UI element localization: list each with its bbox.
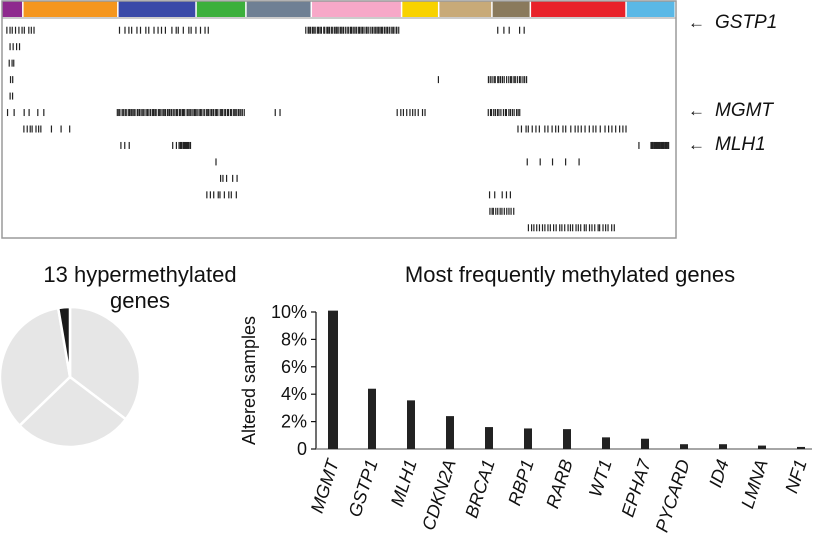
y-tick-label: 10% xyxy=(271,302,307,322)
bar-rbp1 xyxy=(524,428,532,449)
gene-label-mgmt: ← MGMT xyxy=(688,100,774,121)
pie-slice-segment-1 xyxy=(68,305,142,421)
gene-label-gstp1: ← GSTP1 xyxy=(688,12,778,33)
bar-epha7 xyxy=(641,438,649,449)
pie-slice-segment-4 xyxy=(56,305,72,378)
category-label-wt1: WT1 xyxy=(585,457,616,499)
group-color-block xyxy=(246,1,311,17)
group-color-block xyxy=(439,1,492,17)
category-label-mgmt: MGMT xyxy=(307,455,344,515)
heatmap-frame xyxy=(1,0,677,239)
y-tick-label: 8% xyxy=(281,329,307,349)
group-color-block xyxy=(2,1,23,17)
pie-chart xyxy=(0,305,142,449)
group-color-block xyxy=(492,1,530,17)
pie-title: 13 hypermethylated genes xyxy=(43,262,237,313)
bar-lmna xyxy=(758,445,766,449)
group-color-block xyxy=(531,1,626,17)
category-label-lmna: LMNA xyxy=(737,457,771,511)
category-label-epha7: EPHA7 xyxy=(618,456,656,519)
heatmap-row xyxy=(527,224,615,232)
y-tick-label: 6% xyxy=(281,357,307,377)
bar-wt1 xyxy=(602,437,610,449)
bar-cdkn2a xyxy=(446,416,454,449)
group-color-block xyxy=(23,1,118,17)
category-label-cdkn2a: CDKN2A xyxy=(418,457,460,533)
y-axis-label: Altered samples xyxy=(239,316,259,445)
group-color-block xyxy=(402,1,438,17)
category-label-pycard: PYCARD xyxy=(652,457,694,535)
left-arrow-icon: ← xyxy=(688,101,705,120)
bar-pycard xyxy=(680,444,688,449)
bar-brca1 xyxy=(485,427,493,449)
bar-id4 xyxy=(719,444,727,449)
category-label-gstp1: GSTP1 xyxy=(345,457,382,519)
y-tick-label: 0 xyxy=(297,439,307,459)
category-label-rarb: RARB xyxy=(542,457,576,511)
heatmap-row xyxy=(220,174,238,182)
heatmap-row xyxy=(8,59,15,67)
heatmap-row xyxy=(9,76,528,84)
category-label-brca1: BRCA1 xyxy=(461,457,499,520)
bar-nf1 xyxy=(797,446,805,449)
pie-slice-segment-2 xyxy=(17,375,128,449)
heatmap-row xyxy=(215,158,580,166)
methylation-heatmap xyxy=(1,0,677,239)
category-label-nf1: NF1 xyxy=(781,457,811,496)
category-label-rbp1: RBP1 xyxy=(504,457,538,508)
heatmap-row xyxy=(206,191,511,199)
y-tick-label: 4% xyxy=(281,384,307,404)
bar-mgmt xyxy=(328,310,338,449)
group-color-block xyxy=(312,1,401,17)
heatmap-row xyxy=(6,26,525,34)
heatmap-row xyxy=(9,43,21,51)
category-label-mlh1: MLH1 xyxy=(387,457,421,509)
heatmap-row xyxy=(120,141,670,149)
left-arrow-icon: ← xyxy=(688,135,705,154)
heatmap-row xyxy=(6,109,521,117)
group-color-block xyxy=(196,1,246,17)
group-color-block xyxy=(626,1,675,17)
bar-gstp1 xyxy=(368,388,376,449)
gene-label-mlh1: ← MLH1 xyxy=(688,134,766,155)
heatmap-row xyxy=(23,125,627,133)
y-tick-label: 2% xyxy=(281,412,307,432)
heatmap-row xyxy=(489,207,515,215)
heatmap-row xyxy=(9,92,14,100)
category-label-id4: ID4 xyxy=(705,457,733,490)
bar-rarb xyxy=(563,429,571,449)
bar-mlh1 xyxy=(407,400,415,449)
bar-chart-title: Most frequently methylated genes xyxy=(404,262,736,287)
pie-slice-segment-3 xyxy=(0,306,72,428)
left-arrow-icon: ← xyxy=(688,13,705,32)
group-color-block xyxy=(118,1,196,17)
